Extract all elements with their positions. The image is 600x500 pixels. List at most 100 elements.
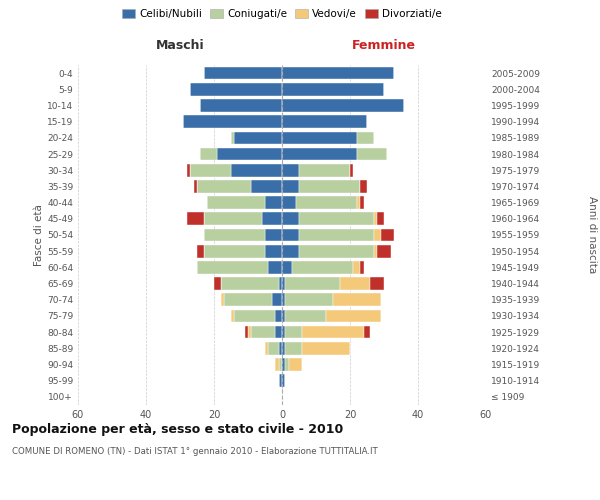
Bar	[360, 261, 364, 274]
Bar	[374, 245, 377, 258]
Text: Anni di nascita: Anni di nascita	[587, 196, 597, 274]
Bar	[299, 245, 374, 258]
Bar	[286, 326, 302, 338]
Bar	[282, 245, 299, 258]
Bar	[187, 164, 190, 176]
Bar	[200, 99, 282, 112]
Text: COMUNE DI ROMENO (TN) - Dati ISTAT 1° gennaio 2010 - Elaborazione TUTTITALIA.IT: COMUNE DI ROMENO (TN) - Dati ISTAT 1° ge…	[12, 448, 378, 456]
Bar	[221, 278, 278, 290]
Bar	[268, 261, 282, 274]
Bar	[231, 164, 282, 176]
Bar	[278, 358, 282, 371]
Bar	[299, 164, 350, 176]
Bar	[299, 228, 374, 241]
Bar	[364, 326, 370, 338]
Bar	[282, 148, 357, 160]
Bar	[340, 278, 370, 290]
Bar	[194, 180, 197, 192]
Y-axis label: Fasce di età: Fasce di età	[34, 204, 44, 266]
Bar	[282, 310, 286, 322]
Bar	[275, 358, 278, 371]
Bar	[278, 342, 282, 354]
Text: Maschi: Maschi	[155, 40, 205, 52]
Bar	[200, 148, 217, 160]
Bar	[265, 245, 282, 258]
Text: Femmine: Femmine	[352, 40, 416, 52]
Bar	[282, 326, 286, 338]
Bar	[275, 326, 282, 338]
Bar	[197, 245, 204, 258]
Bar	[251, 326, 275, 338]
Bar	[357, 132, 374, 144]
Bar	[282, 261, 292, 274]
Bar	[187, 212, 204, 225]
Bar	[204, 67, 282, 80]
Bar	[235, 310, 275, 322]
Legend: Celibi/Nubili, Coniugati/e, Vedovi/e, Divorziati/e: Celibi/Nubili, Coniugati/e, Vedovi/e, Di…	[118, 5, 446, 24]
Bar	[265, 342, 268, 354]
Bar	[235, 132, 282, 144]
Bar	[380, 228, 394, 241]
Bar	[231, 310, 235, 322]
Bar	[360, 180, 367, 192]
Bar	[282, 116, 367, 128]
Bar	[282, 164, 299, 176]
Bar	[374, 212, 377, 225]
Bar	[204, 212, 262, 225]
Bar	[197, 261, 268, 274]
Bar	[350, 164, 353, 176]
Bar	[190, 83, 282, 96]
Bar	[265, 228, 282, 241]
Bar	[184, 116, 282, 128]
Bar	[282, 294, 286, 306]
Bar	[214, 278, 221, 290]
Bar	[374, 228, 380, 241]
Bar	[302, 342, 350, 354]
Bar	[357, 148, 388, 160]
Bar	[282, 278, 286, 290]
Bar	[204, 245, 265, 258]
Bar	[282, 132, 357, 144]
Bar	[357, 196, 360, 209]
Bar	[292, 261, 353, 274]
Bar	[370, 278, 384, 290]
Bar	[360, 196, 364, 209]
Bar	[278, 278, 282, 290]
Bar	[289, 358, 302, 371]
Bar	[282, 374, 286, 387]
Bar	[282, 358, 286, 371]
Bar	[286, 342, 302, 354]
Bar	[251, 180, 282, 192]
Bar	[282, 180, 299, 192]
Bar	[353, 261, 360, 274]
Bar	[262, 212, 282, 225]
Bar	[278, 374, 282, 387]
Bar	[282, 212, 299, 225]
Bar	[282, 228, 299, 241]
Bar	[248, 326, 251, 338]
Bar	[286, 358, 289, 371]
Bar	[231, 132, 235, 144]
Bar	[265, 196, 282, 209]
Text: Popolazione per età, sesso e stato civile - 2010: Popolazione per età, sesso e stato civil…	[12, 422, 343, 436]
Bar	[221, 294, 224, 306]
Bar	[286, 310, 326, 322]
Bar	[275, 310, 282, 322]
Bar	[217, 148, 282, 160]
Bar	[282, 83, 384, 96]
Bar	[296, 196, 357, 209]
Bar	[204, 228, 265, 241]
Bar	[224, 294, 272, 306]
Bar	[377, 245, 391, 258]
Bar	[286, 278, 340, 290]
Bar	[377, 212, 384, 225]
Bar	[302, 326, 364, 338]
Bar	[190, 164, 231, 176]
Bar	[245, 326, 248, 338]
Bar	[282, 67, 394, 80]
Bar	[268, 342, 278, 354]
Bar	[282, 196, 296, 209]
Bar	[286, 294, 333, 306]
Bar	[282, 99, 404, 112]
Bar	[197, 180, 251, 192]
